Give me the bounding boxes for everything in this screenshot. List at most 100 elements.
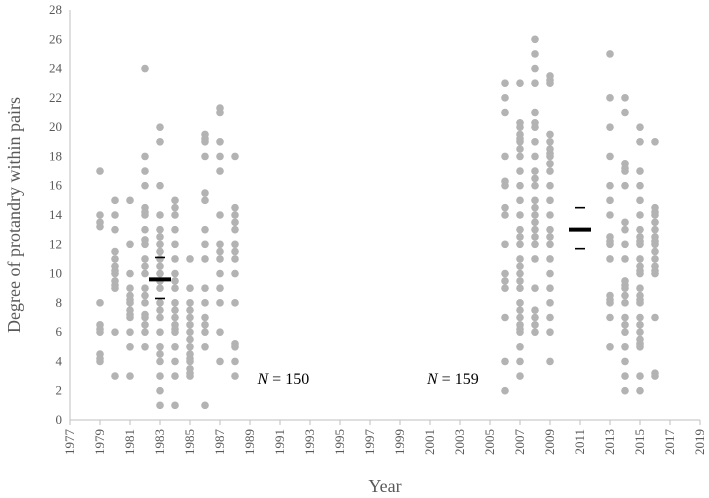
data-point <box>111 196 119 205</box>
data-point <box>201 321 209 329</box>
x-tick-label: 1979 <box>92 429 107 455</box>
data-point <box>651 240 659 249</box>
data-point <box>201 299 209 307</box>
data-point <box>546 269 554 278</box>
data-point <box>231 203 239 212</box>
data-point <box>216 152 224 161</box>
data-point <box>531 218 539 227</box>
data-point <box>531 233 539 241</box>
data-point <box>606 211 614 219</box>
data-point <box>516 299 524 307</box>
data-point <box>606 50 614 58</box>
data-point <box>636 225 644 234</box>
data-point <box>141 321 149 329</box>
data-point <box>201 342 209 351</box>
y-tick-label: 2 <box>56 383 63 398</box>
data-point <box>621 357 629 366</box>
data-point <box>186 321 194 329</box>
x-tick-label: 2011 <box>572 429 587 455</box>
data-point <box>96 211 104 219</box>
data-point <box>171 203 179 212</box>
data-point <box>651 372 659 380</box>
x-tick-label: 1977 <box>62 429 77 456</box>
data-point <box>546 159 554 168</box>
data-point <box>156 328 164 336</box>
y-tick-label: 24 <box>49 61 63 76</box>
data-point <box>231 372 239 380</box>
data-point <box>516 313 524 322</box>
data-point <box>546 313 554 322</box>
x-tick-label: 1999 <box>392 429 407 455</box>
data-point <box>186 372 194 380</box>
data-point <box>141 291 149 300</box>
data-point <box>501 313 509 322</box>
data-point <box>216 269 224 278</box>
data-point <box>516 342 524 351</box>
data-point <box>126 342 134 351</box>
data-point <box>516 269 524 278</box>
data-point <box>621 108 629 117</box>
data-point <box>156 262 164 271</box>
data-point <box>621 225 629 234</box>
data-point <box>531 211 539 219</box>
data-point <box>216 108 224 117</box>
data-point <box>216 247 224 256</box>
y-tick-label: 14 <box>49 207 63 222</box>
data-point <box>141 269 149 278</box>
x-tick-label: 2001 <box>422 429 437 455</box>
y-tick-label: 6 <box>56 324 63 339</box>
data-point <box>156 181 164 190</box>
data-point <box>186 306 194 314</box>
data-point <box>546 255 554 263</box>
data-point <box>531 328 539 336</box>
data-point <box>141 225 149 234</box>
x-tick-label: 2003 <box>452 429 467 455</box>
data-point <box>141 342 149 351</box>
x-tick-labels: 1977 1979 1981 1983 1985 1987 1989 1991 1993 1995… <box>62 420 707 455</box>
data-point <box>621 284 629 293</box>
x-axis-title: Year <box>368 476 401 496</box>
data-point <box>516 372 524 380</box>
data-point <box>126 372 134 380</box>
data-point <box>96 357 104 366</box>
data-point <box>531 313 539 322</box>
data-point <box>231 247 239 256</box>
data-point <box>531 79 539 88</box>
data-point <box>141 262 149 271</box>
y-tick-label: 0 <box>56 412 63 427</box>
data-point <box>651 255 659 263</box>
x-tick-label: 2013 <box>602 429 617 455</box>
data-point <box>171 255 179 263</box>
data-point <box>231 211 239 219</box>
data-point <box>201 240 209 249</box>
data-point <box>621 255 629 263</box>
data-point <box>531 203 539 212</box>
data-point <box>531 174 539 183</box>
data-point <box>501 203 509 212</box>
data-point <box>171 269 179 278</box>
data-point <box>531 137 539 146</box>
data-point <box>231 299 239 307</box>
x-tick-label: 2005 <box>482 429 497 455</box>
data-point <box>126 299 134 307</box>
data-point <box>216 284 224 293</box>
data-point <box>156 240 164 249</box>
y-tick-label: 26 <box>49 31 63 46</box>
data-point <box>501 181 509 190</box>
data-point <box>171 372 179 380</box>
y-tick-label: 18 <box>49 148 62 163</box>
data-point <box>156 211 164 219</box>
data-point <box>186 357 194 366</box>
data-point <box>636 284 644 293</box>
data-point <box>516 79 524 88</box>
data-point <box>216 211 224 219</box>
data-point <box>231 240 239 249</box>
data-point <box>171 299 179 307</box>
data-point <box>156 357 164 366</box>
data-point <box>126 313 134 322</box>
data-point <box>216 137 224 146</box>
data-point <box>621 372 629 380</box>
data-point <box>231 357 239 366</box>
data-point <box>636 123 644 131</box>
